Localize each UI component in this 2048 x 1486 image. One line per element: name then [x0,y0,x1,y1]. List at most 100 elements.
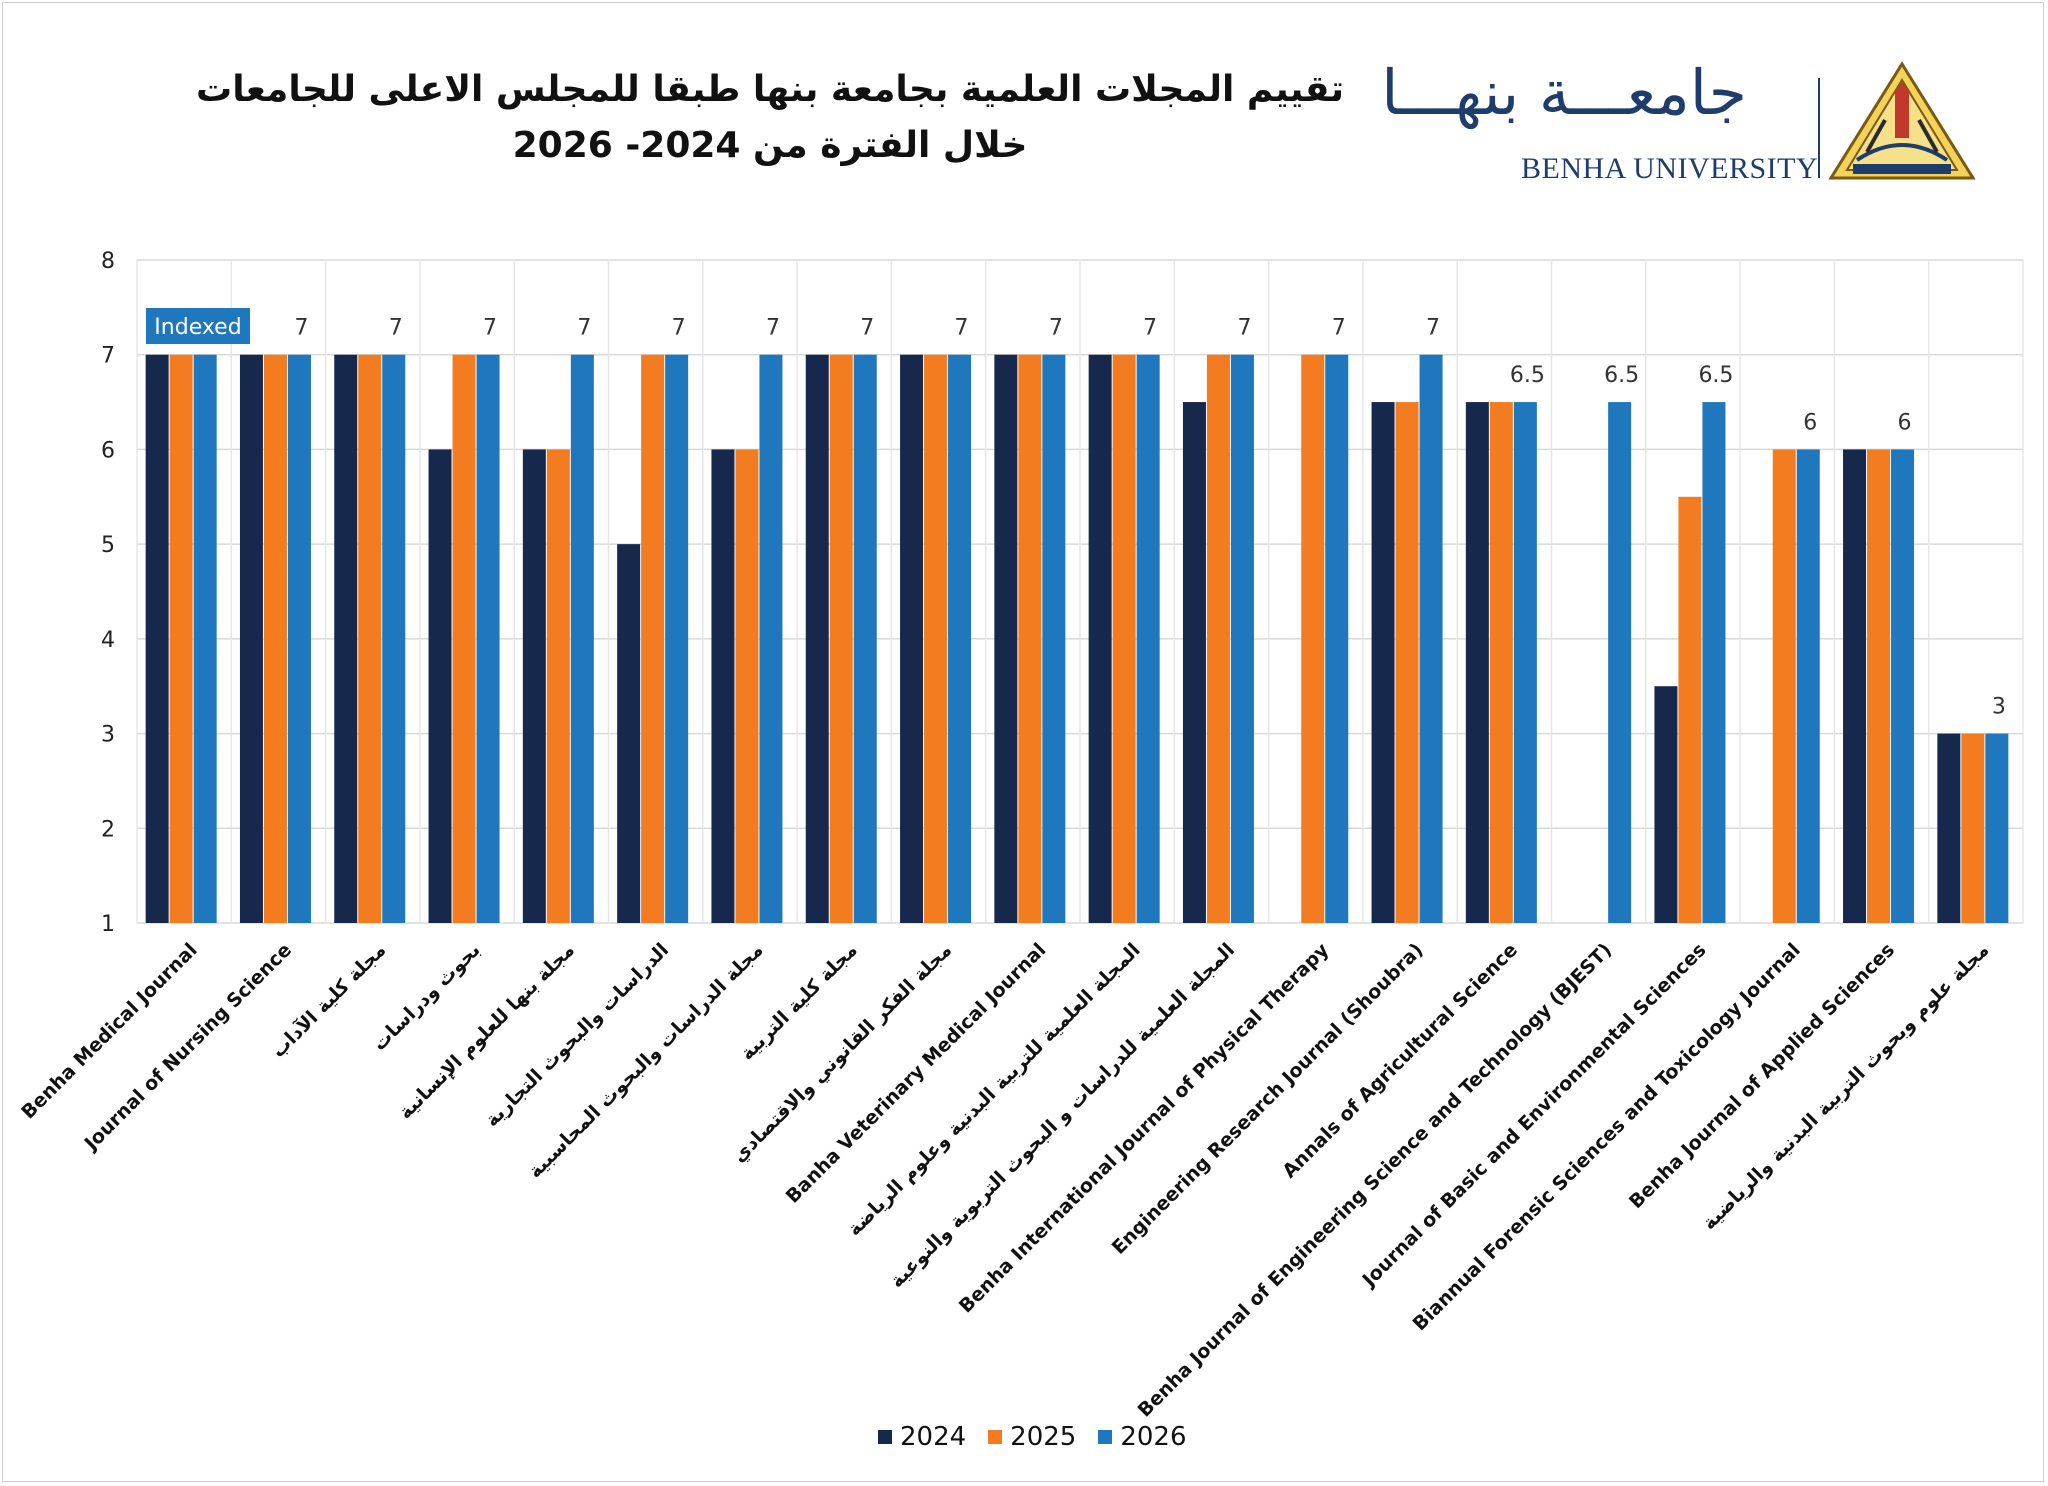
bar-2026 [1042,354,1066,923]
bar-2025 [1678,496,1702,923]
y-tick-label: 5 [101,533,115,558]
bar-2026 [570,354,594,923]
legend-item-2024: 2024 [878,1422,966,1452]
x-tick-label: Journal of Nursing Science [79,939,296,1156]
bar-2024 [239,354,263,923]
pyramid-emblem-icon [1828,61,1976,180]
data-label: 7 [294,316,308,341]
x-tick-label: المجلة العلمية للدراسات و البحوث التربوي… [886,939,1239,1292]
y-tick-label: 3 [101,723,115,748]
data-label: 7 [483,316,497,341]
legend-label-2024: 2024 [900,1422,967,1452]
title-line-1: تقييم المجلات العلمية بجامعة بنها طبقا ل… [196,69,1344,110]
data-label: 7 [672,316,686,341]
y-tick-label: 2 [101,817,115,842]
data-label: 7 [766,316,780,341]
bar-2025 [1112,354,1136,923]
bar-2024 [1843,449,1867,923]
bar-2025 [735,449,759,923]
data-label: 7 [860,316,874,341]
bar-2024 [994,354,1018,923]
data-label: 6 [1803,410,1817,435]
y-tick-label: 7 [101,344,115,369]
bar-2025 [263,354,287,923]
university-logo: جامعـــة بنهـــا BENHA UNIVERSITY [1381,56,1985,186]
x-tick-label: Benha Journal of Engineering Science and… [1134,939,1617,1422]
x-tick-label: Benha Medical Journal [17,939,201,1123]
data-label: 7 [1237,316,1251,341]
bar-2024 [334,354,358,923]
bar-2026 [382,354,406,923]
bar-2026 [193,354,217,923]
x-tick-label: Engineering Research Journal (Shoubra) [1108,939,1428,1259]
bar-2026 [1702,402,1726,924]
bar-2026 [287,354,311,923]
data-label: 6.5 [1698,363,1733,388]
bar-2025 [1489,402,1513,924]
legend-item-2026: 2026 [1098,1422,1187,1452]
bar-2025 [169,354,193,923]
data-label: 7 [1049,316,1063,341]
bar-2026 [665,354,689,923]
bar-2025 [924,354,948,923]
x-tick-label: Benha International Journal of Physical … [955,939,1334,1318]
legend-label-2026: 2026 [1120,1422,1187,1452]
bar-2026 [1608,402,1632,924]
chart-title: تقييم المجلات العلمية بجامعة بنها طبقا ل… [120,62,1420,174]
legend-label-2025: 2025 [1010,1422,1077,1452]
bar-2024 [1088,354,1112,923]
data-label: 6 [1898,410,1912,435]
legend-swatch-2026 [1098,1430,1113,1444]
bar-2026 [1136,354,1160,923]
x-tick-label: الدراسات والبحوث التجارية [481,939,673,1131]
logo-english-name: BENHA UNIVERSITY [1521,152,1819,185]
bar-2025 [1772,449,1796,923]
data-label: 7 [389,316,403,341]
data-label: 7 [1332,316,1346,341]
bar-2025 [358,354,382,923]
data-label: 3 [1992,695,2006,720]
bar-2026 [1985,733,2009,923]
x-tick-label: مجلة بنها للعلوم الإنسانية [394,939,579,1124]
bar-2024 [1182,402,1206,924]
bar-2024 [1465,402,1489,924]
legend: 2024 2025 2026 [878,1422,1187,1452]
bar-2025 [1961,733,1985,923]
bar-2026 [1230,354,1254,923]
data-label: 7 [955,316,969,341]
bar-2026 [853,354,877,923]
logo-arabic-name: جامعـــة بنهـــا [1381,56,1747,129]
bar-2025 [829,354,853,923]
bar-2025 [452,354,476,923]
legend-item-2025: 2025 [988,1422,1076,1452]
bar-2025 [1018,354,1042,923]
data-label: 6.5 [1510,363,1545,388]
bar-2024 [522,449,546,923]
bar-2025 [1395,402,1419,924]
bar-2024 [617,544,641,923]
bar-2026 [1891,449,1915,923]
bar-2025 [546,449,570,923]
y-tick-label: 8 [101,249,115,274]
legend-swatch-2025 [988,1430,1003,1444]
bar-2025 [1301,354,1325,923]
y-tick-label: 1 [101,912,115,937]
bar-2024 [711,449,735,923]
indexed-badge [146,308,250,344]
title-line-2: خلال الفترة من 2024- 2026 [512,125,1028,166]
bar-2026 [1513,402,1537,924]
bar-2026 [476,354,500,923]
logo-divider [1818,78,1820,178]
bar-2024 [428,449,452,923]
bar-2024 [145,354,169,923]
legend-swatch-2024 [878,1430,892,1444]
bar-2025 [1867,449,1891,923]
bar-2024 [1937,733,1961,923]
y-tick-label: 6 [101,438,115,463]
bar-2025 [641,354,665,923]
bar-2025 [1206,354,1230,923]
bar-2026 [1796,449,1820,923]
bar-2026 [1419,354,1443,923]
x-tick-label: Journal of Basic and Environmental Scien… [1357,939,1710,1292]
